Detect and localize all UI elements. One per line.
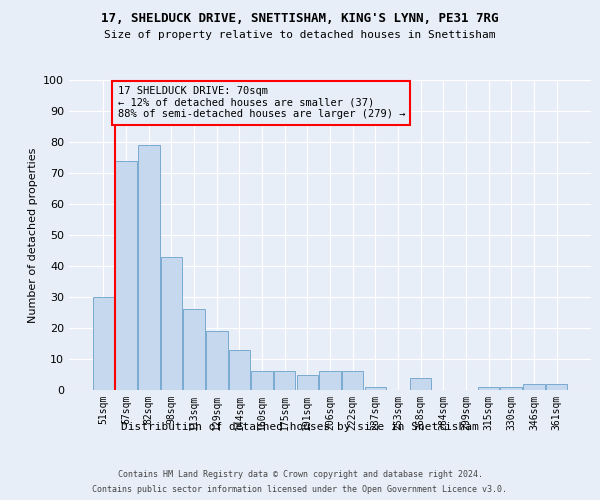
Y-axis label: Number of detached properties: Number of detached properties xyxy=(28,148,38,322)
Bar xyxy=(274,372,295,390)
Bar xyxy=(206,331,227,390)
Bar xyxy=(229,350,250,390)
Text: Contains HM Land Registry data © Crown copyright and database right 2024.: Contains HM Land Registry data © Crown c… xyxy=(118,470,482,479)
Bar xyxy=(523,384,545,390)
Bar xyxy=(365,387,386,390)
Text: Distribution of detached houses by size in Snettisham: Distribution of detached houses by size … xyxy=(121,422,479,432)
Bar xyxy=(342,372,364,390)
Bar xyxy=(184,310,205,390)
Bar xyxy=(115,160,137,390)
Text: 17, SHELDUCK DRIVE, SNETTISHAM, KING'S LYNN, PE31 7RG: 17, SHELDUCK DRIVE, SNETTISHAM, KING'S L… xyxy=(101,12,499,26)
Text: Size of property relative to detached houses in Snettisham: Size of property relative to detached ho… xyxy=(104,30,496,40)
Bar xyxy=(161,256,182,390)
Bar xyxy=(296,374,318,390)
Bar xyxy=(410,378,431,390)
Text: Contains public sector information licensed under the Open Government Licence v3: Contains public sector information licen… xyxy=(92,485,508,494)
Bar xyxy=(138,145,160,390)
Bar xyxy=(500,387,522,390)
Bar xyxy=(93,297,114,390)
Bar xyxy=(251,372,273,390)
Bar xyxy=(478,387,499,390)
Bar xyxy=(546,384,567,390)
Text: 17 SHELDUCK DRIVE: 70sqm
← 12% of detached houses are smaller (37)
88% of semi-d: 17 SHELDUCK DRIVE: 70sqm ← 12% of detach… xyxy=(118,86,405,120)
Bar xyxy=(319,372,341,390)
